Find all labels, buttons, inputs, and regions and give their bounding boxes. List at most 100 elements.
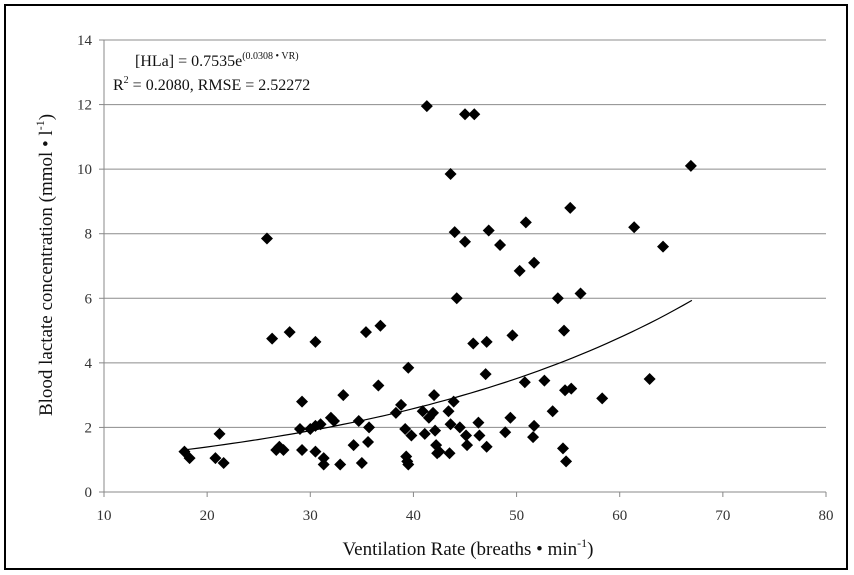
data-point — [402, 458, 415, 471]
equation-line-2: R2 = 0.2080, RMSE = 2.52272 — [113, 75, 310, 94]
data-point — [347, 439, 360, 452]
data-point — [416, 405, 429, 418]
data-point — [459, 108, 471, 121]
gridlines — [104, 39, 826, 428]
data-point — [453, 421, 466, 434]
data-point — [546, 405, 559, 418]
x-tick-label: 30 — [303, 508, 318, 524]
data-point — [277, 444, 290, 457]
data-point — [448, 226, 461, 239]
data-point — [513, 264, 526, 277]
data-point — [459, 235, 471, 248]
axes — [103, 40, 826, 493]
data-point — [217, 456, 230, 469]
data-point — [468, 108, 481, 121]
data-point — [558, 324, 571, 337]
data-point — [352, 414, 365, 427]
y-tick-label: 8 — [85, 227, 93, 243]
data-point — [657, 240, 670, 253]
x-tick-labels: 10 20 30 40 50 60 70 80 — [97, 492, 834, 524]
data-point — [283, 326, 296, 339]
data-point — [296, 395, 309, 408]
data-point — [317, 452, 330, 465]
data-point — [374, 319, 387, 332]
data-point — [564, 201, 577, 214]
data-point — [684, 159, 697, 172]
data-point — [309, 335, 322, 348]
data-point — [428, 389, 441, 402]
data-point — [334, 458, 347, 471]
data-point — [293, 423, 306, 436]
data-point — [429, 424, 442, 437]
data-point — [518, 376, 531, 389]
y-tick-label: 2 — [85, 420, 93, 436]
data-point — [556, 442, 569, 455]
data-point — [643, 373, 656, 385]
data-point — [506, 329, 519, 342]
data-point — [444, 167, 457, 180]
equation-line-1: [HLa] = 0.7535e(0.0308 • VR) — [135, 51, 299, 70]
data-point — [266, 332, 279, 345]
data-point — [443, 447, 456, 460]
data-point — [427, 406, 440, 419]
data-point — [461, 439, 474, 452]
data-point — [337, 389, 350, 402]
data-point — [402, 361, 415, 374]
data-point — [504, 411, 517, 424]
data-point — [260, 232, 273, 245]
data-point — [519, 216, 532, 229]
data-point — [494, 239, 507, 252]
data-point — [596, 392, 609, 405]
data-point — [565, 382, 578, 395]
data-points — [178, 100, 697, 471]
data-point — [450, 292, 463, 305]
data-point — [359, 326, 372, 339]
x-tick-label: 60 — [612, 508, 627, 524]
data-point — [442, 405, 455, 418]
data-point — [528, 419, 541, 432]
data-point — [473, 429, 486, 442]
data-point — [372, 379, 385, 392]
data-point — [447, 395, 460, 408]
data-point — [480, 440, 493, 453]
data-point — [538, 374, 551, 387]
x-tick-label: 10 — [97, 508, 112, 524]
data-point — [480, 335, 493, 348]
y-axis-title: Blood lactate concentration (mmol • l-1) — [33, 114, 57, 416]
y-tick-label: 4 — [85, 356, 93, 372]
exponential-trendline — [181, 299, 693, 451]
data-point — [314, 418, 327, 431]
data-point — [213, 427, 226, 440]
x-axis-title: Ventilation Rate (breaths • min-1) — [343, 536, 594, 560]
data-point — [183, 452, 196, 465]
data-point — [433, 445, 446, 458]
data-point — [309, 445, 322, 458]
x-tick-label: 50 — [509, 508, 524, 524]
data-point — [444, 418, 457, 431]
y-tick-label: 14 — [77, 33, 93, 49]
y-tick-label: 6 — [85, 291, 93, 307]
data-point — [528, 256, 541, 269]
data-point — [395, 398, 408, 411]
y-tick-label: 10 — [77, 162, 92, 178]
data-point — [209, 452, 222, 465]
data-point — [628, 221, 641, 234]
data-point — [560, 455, 573, 468]
data-point — [363, 421, 376, 434]
data-point — [362, 435, 375, 448]
chart-frame — [4, 4, 848, 570]
data-point — [467, 337, 480, 350]
data-point — [328, 414, 341, 427]
y-tick-labels: 0 2 4 6 8 10 12 14 — [77, 33, 104, 501]
data-point — [418, 427, 431, 440]
x-tick-label: 70 — [715, 508, 730, 524]
data-point — [499, 426, 512, 439]
data-point — [420, 100, 433, 113]
y-tick-label: 12 — [77, 98, 92, 114]
data-point — [482, 224, 495, 237]
data-point — [460, 429, 473, 442]
data-point — [355, 456, 368, 469]
data-point — [399, 423, 412, 436]
data-point — [405, 429, 418, 442]
